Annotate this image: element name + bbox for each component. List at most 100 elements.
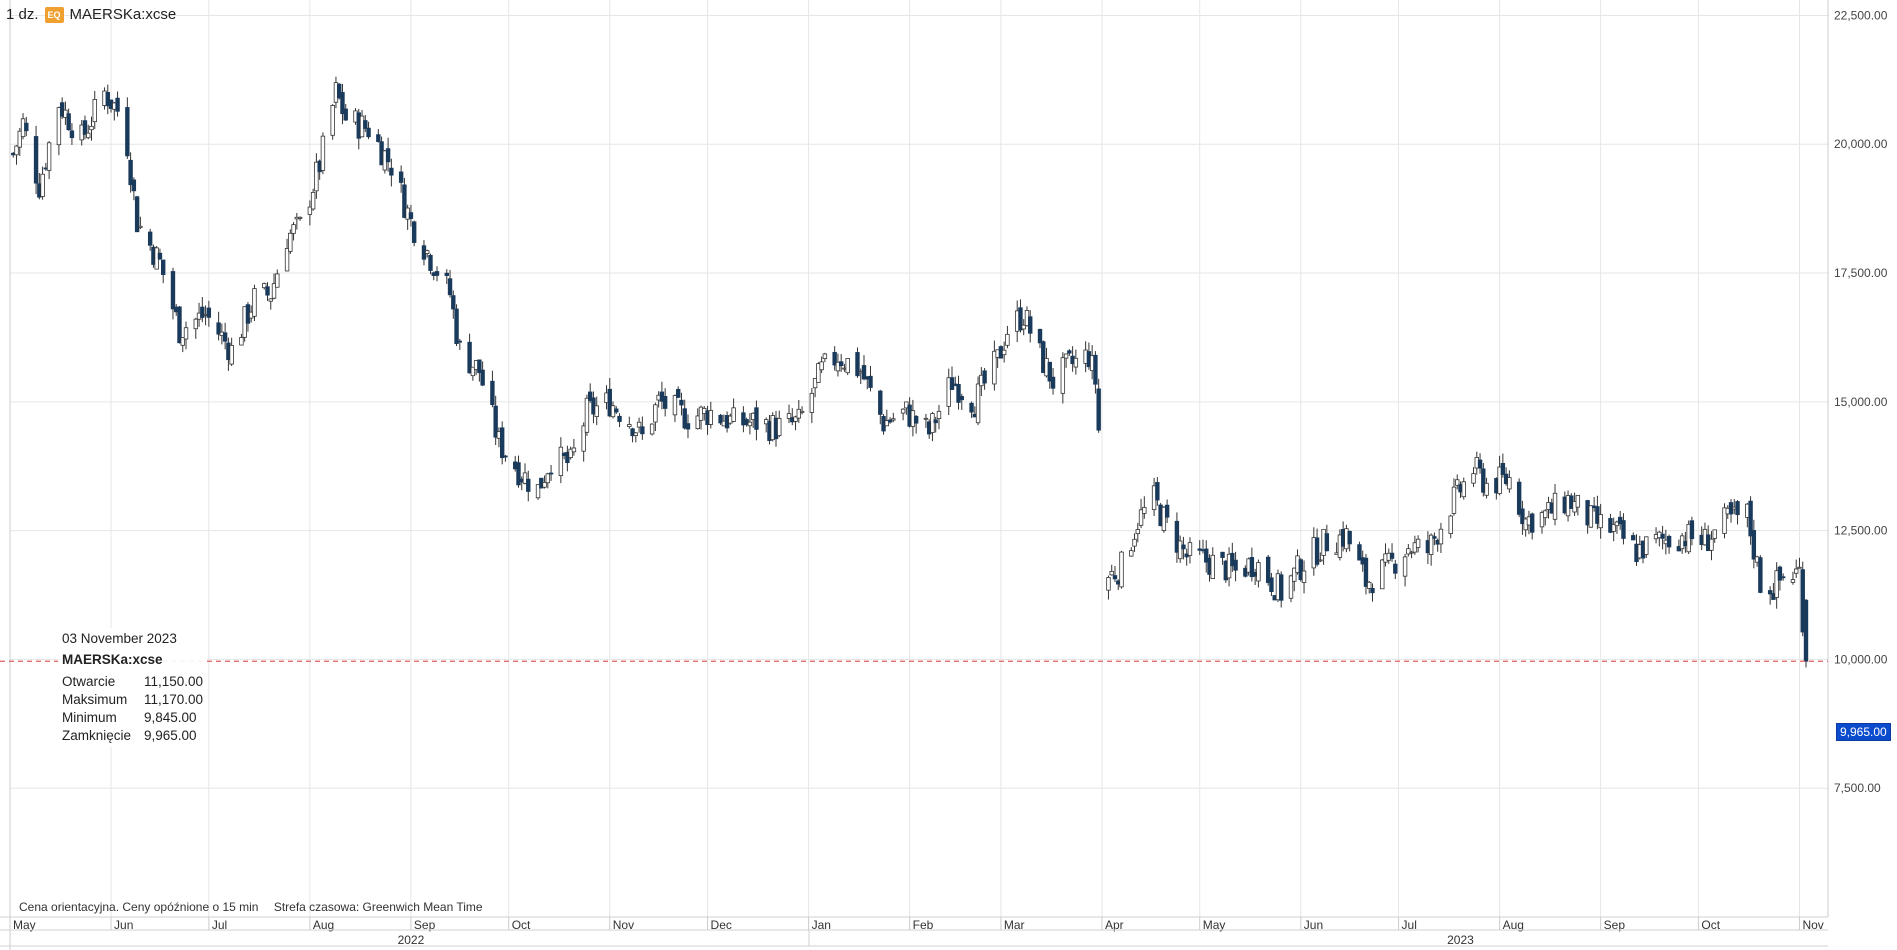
candle-body [542, 482, 547, 488]
candle-body [1477, 459, 1483, 469]
candle-body [56, 107, 62, 146]
candle-body [24, 122, 29, 132]
candle-body [229, 345, 234, 365]
candle-body [838, 361, 844, 367]
candle-body [640, 426, 645, 435]
candle-body [1611, 524, 1616, 532]
candle-body [1135, 529, 1140, 535]
candle-body [1018, 307, 1023, 331]
candle-body [812, 378, 818, 389]
candle-body [1777, 566, 1783, 581]
candle-body [490, 380, 495, 406]
x-tick-label: Jan [812, 918, 831, 932]
candle-body [183, 327, 189, 340]
candle-body [571, 447, 577, 453]
candle-body [946, 377, 951, 407]
candle-body [1298, 559, 1303, 581]
candle-body [1367, 581, 1372, 589]
candle-body [1516, 481, 1522, 515]
candle-body [1037, 328, 1043, 344]
y-tick-label: 22,500.00 [1834, 8, 1888, 22]
candle-body [1001, 349, 1007, 356]
tooltip-symbol: MAERSKa:xcse [62, 652, 163, 667]
candle-body [330, 105, 335, 136]
x-tick-label: Feb [913, 918, 934, 932]
candle-body [816, 363, 821, 383]
candle-body [627, 424, 632, 428]
candle-body [1712, 529, 1717, 539]
candle-body [1177, 540, 1183, 560]
candle-body [1767, 590, 1773, 595]
candle-body [1174, 520, 1180, 553]
candle-body [1689, 520, 1695, 540]
candle-body [271, 283, 277, 299]
tooltip-row-open: Otwarcie 11,150.00 [62, 673, 203, 691]
x-tick-label: Aug [1503, 918, 1524, 932]
equity-badge: EQ [44, 6, 64, 23]
chart-footnote: Cena orientacyjna. Ceny opóźnione o 15 m… [19, 900, 483, 914]
candle-body [822, 353, 828, 360]
candle-body [1363, 557, 1369, 587]
candle-body [1109, 571, 1114, 576]
candle-body [467, 341, 472, 374]
x-tick-label: Dec [711, 918, 732, 932]
candle-body [477, 359, 482, 374]
candle-body [376, 134, 381, 142]
x-tick-label: Apr [1105, 918, 1124, 932]
candle-body [1204, 548, 1209, 563]
candle-body [134, 196, 140, 233]
candle-body [363, 120, 368, 129]
candle-body [1735, 501, 1740, 516]
y-tick-label: 12,500.00 [1834, 524, 1888, 538]
candle-body [793, 416, 798, 422]
interval-label[interactable]: 1 dz. [6, 6, 39, 23]
candle-body [69, 130, 75, 139]
candle-body [861, 365, 867, 380]
candle-body [408, 212, 414, 219]
candle-body [470, 366, 476, 377]
candle-body [1249, 557, 1255, 578]
candle-body [799, 410, 805, 413]
candle-body [499, 427, 505, 459]
candle-body [685, 423, 691, 430]
x-tick-label: May [13, 918, 36, 932]
candle-body [786, 413, 792, 419]
candle-body [1621, 520, 1626, 539]
candle-body [454, 308, 459, 344]
x-tick-label: Jul [1402, 918, 1417, 932]
x-tick-label: Oct [512, 918, 531, 932]
candle-body [1106, 577, 1111, 591]
candle-body [584, 397, 590, 433]
tooltip-value: 9,965.00 [144, 728, 197, 743]
candle-body [1181, 544, 1186, 550]
candle-body [307, 206, 313, 215]
candle-body [457, 340, 463, 343]
candle-body [617, 415, 622, 422]
candle-body [913, 415, 919, 424]
candle-body [1471, 473, 1476, 484]
x-tick-label: May [1203, 918, 1226, 932]
candle-body [1063, 353, 1069, 359]
candle-body [975, 383, 981, 424]
candle-body [89, 125, 94, 131]
candle-body [884, 420, 890, 427]
candle-body [310, 191, 316, 210]
candle-body [1455, 479, 1460, 486]
candle-body [835, 361, 841, 372]
candle-body [900, 408, 906, 414]
candle-body [503, 455, 508, 458]
candle-body [695, 415, 700, 429]
candle-body [157, 252, 163, 260]
candle-body [337, 83, 342, 99]
candle-body [82, 120, 88, 135]
tooltip-label: Maksimum [62, 692, 128, 707]
tooltip-label: Otwarcie [62, 674, 116, 689]
candle-body [891, 418, 896, 421]
candle-body [1631, 535, 1636, 541]
candle-body [434, 271, 440, 276]
candle-body [526, 478, 531, 492]
candle-body [1588, 505, 1594, 528]
candle-body [1774, 570, 1779, 598]
